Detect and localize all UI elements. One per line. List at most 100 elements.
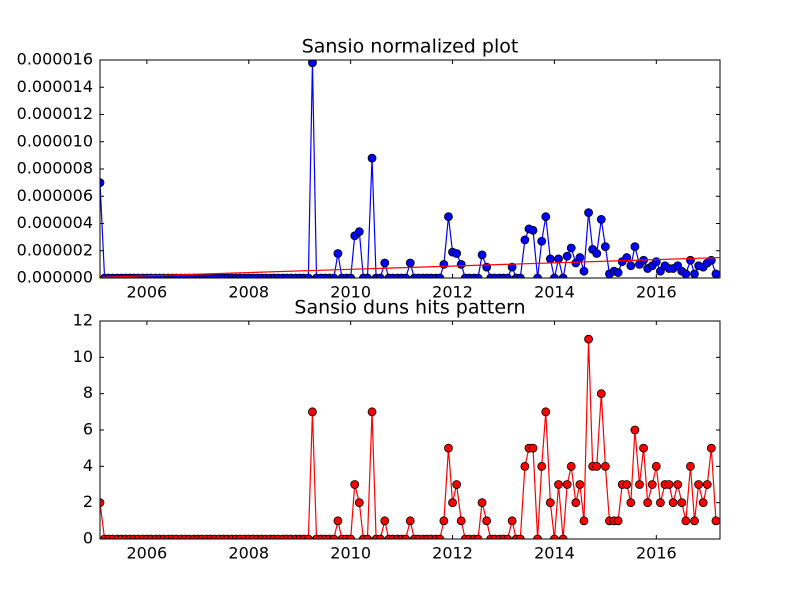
data-point [528, 225, 538, 235]
chart-title: Sansio normalized plot [302, 36, 519, 58]
data-point [579, 266, 589, 276]
x-tick-label: 2006 [127, 544, 168, 563]
x-tick-label: 2012 [432, 283, 473, 302]
y-tick-label: 0.000016 [17, 50, 93, 69]
data-point [600, 461, 610, 471]
data-point [303, 534, 313, 539]
data-point [533, 534, 543, 539]
chart-title: Sansio duns hits pattern [294, 297, 525, 319]
y-tick-label: 0.000010 [17, 131, 93, 150]
data-point [651, 461, 661, 471]
y-tick-label: 0.000008 [17, 159, 93, 178]
data-point [575, 253, 585, 262]
data-point [562, 480, 572, 489]
data-point [435, 273, 445, 278]
data-point [435, 534, 445, 539]
data-point [346, 534, 356, 539]
x-tick-label: 2008 [228, 544, 269, 563]
data-point [380, 258, 390, 268]
data-point [690, 269, 699, 278]
data-point [515, 534, 525, 539]
data-point [537, 461, 547, 471]
y-tick-label: 0.000004 [17, 213, 93, 232]
data-point [626, 498, 636, 508]
data-point [477, 498, 487, 508]
data-point [545, 254, 555, 264]
x-tick-label: 2010 [330, 544, 371, 563]
data-point [473, 273, 483, 278]
data-point [613, 268, 623, 277]
data-point [100, 498, 105, 508]
data-point [600, 242, 610, 252]
data-point [520, 235, 530, 245]
data-point [363, 534, 372, 539]
data-point [375, 273, 385, 278]
data-point [503, 534, 512, 539]
data-point [566, 461, 576, 471]
data-point [444, 443, 453, 453]
y-tick-label: 2 [83, 492, 93, 511]
data-point [333, 249, 343, 258]
data-point [706, 443, 716, 453]
data-point [550, 273, 559, 278]
data-point [584, 208, 593, 218]
data-point [537, 236, 547, 246]
data-point [643, 498, 653, 508]
data-point [456, 516, 466, 526]
data-point [639, 443, 648, 453]
x-tick-label: 2008 [228, 283, 269, 302]
data-point [448, 498, 457, 508]
data-point [550, 534, 559, 539]
x-tick-label: 2014 [534, 544, 575, 563]
x-tick-label: 2016 [636, 544, 677, 563]
plot-area [100, 334, 720, 539]
data-point [452, 480, 462, 489]
data-point [303, 273, 313, 278]
series-line [100, 256, 720, 278]
x-tick-label: 2012 [432, 544, 473, 563]
plot-area [100, 60, 720, 278]
data-point [592, 249, 602, 258]
data-point [515, 273, 525, 278]
data-point [473, 534, 483, 539]
data-point [401, 534, 411, 539]
data-point [507, 516, 517, 526]
x-tick-label: 2006 [127, 283, 168, 302]
data-point [647, 480, 657, 489]
data-point [405, 516, 415, 526]
data-point [452, 249, 462, 258]
data-point [566, 243, 576, 253]
y-tick-label: 8 [83, 383, 93, 402]
data-point [651, 257, 661, 267]
data-point [545, 498, 555, 508]
data-point [333, 516, 343, 526]
data-point [690, 516, 699, 526]
x-tick-label: 2016 [636, 283, 677, 302]
axes-frame [99, 320, 721, 540]
data-point [329, 534, 339, 539]
data-point [579, 516, 589, 526]
y-tick-label: 0.000006 [17, 186, 93, 205]
data-point [405, 258, 415, 268]
data-point [655, 498, 665, 508]
y-tick-label: 0.000014 [17, 77, 93, 96]
data-point [439, 516, 449, 526]
data-point [686, 255, 695, 265]
data-point [350, 480, 360, 489]
data-point [681, 269, 691, 278]
data-point [630, 425, 640, 435]
data-point [694, 480, 704, 489]
data-point [554, 480, 563, 489]
data-point [635, 480, 644, 489]
data-point [380, 516, 390, 526]
data-point [308, 60, 317, 68]
y-tick-label: 0.000012 [17, 104, 93, 123]
data-point [664, 480, 674, 489]
y-tick-label: 6 [83, 420, 93, 439]
data-point [686, 461, 695, 471]
data-point [439, 259, 449, 269]
data-point [367, 407, 377, 417]
data-point [533, 273, 543, 278]
data-point [456, 259, 466, 269]
